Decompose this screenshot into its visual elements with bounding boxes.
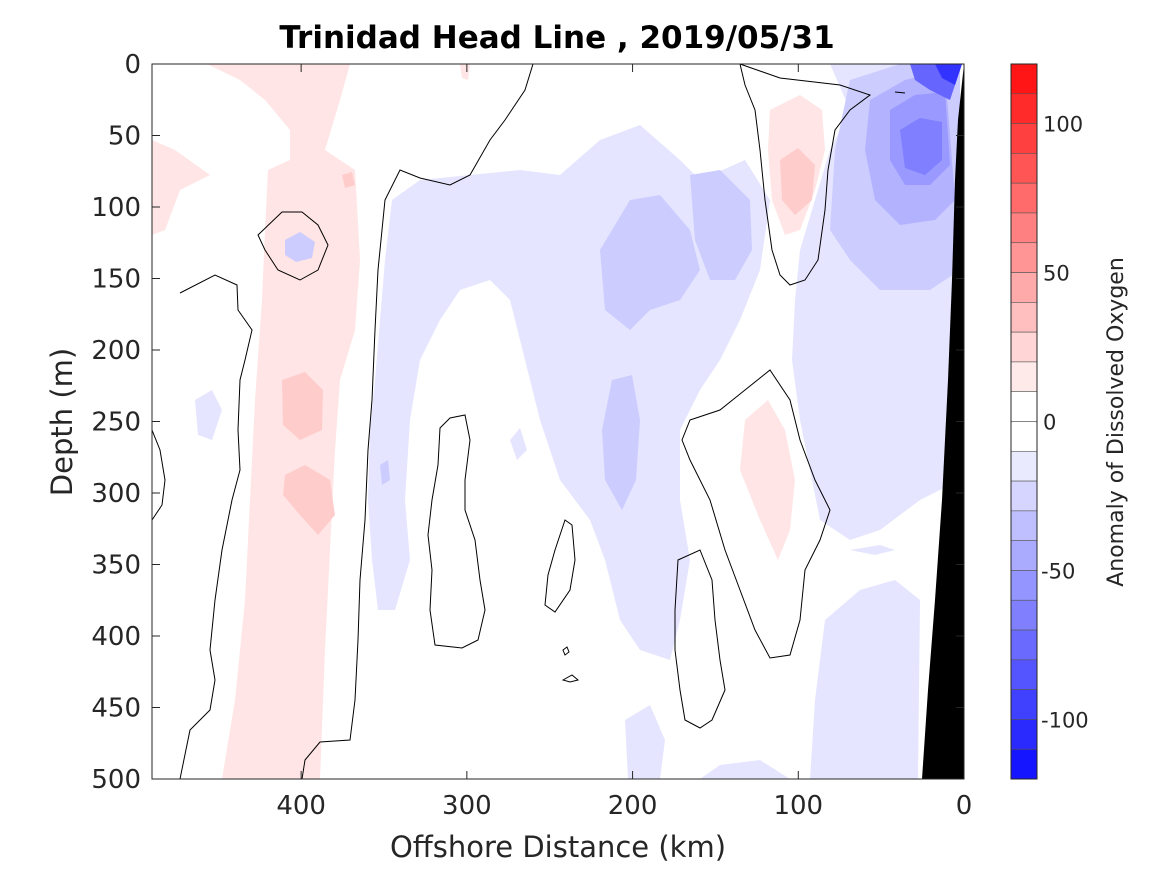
colorbar-segment: [1010, 570, 1038, 601]
y-tick-label: 250: [91, 408, 141, 438]
y-tick-label: 0: [124, 50, 141, 80]
y-tick-label: 350: [91, 551, 141, 581]
colorbar-segment: [1010, 272, 1038, 303]
negative-core-top-east: [900, 118, 942, 175]
contour-loop-tiny2: [561, 674, 580, 683]
land-mask: [922, 64, 964, 779]
negative-mid-east: [690, 170, 752, 280]
contour-band-east: [301, 64, 534, 779]
x-tick-label: 400: [276, 791, 326, 821]
x-tick-label: 100: [773, 791, 823, 821]
positive-core-300: [283, 465, 335, 535]
plot-area: [151, 63, 965, 780]
positive-band-west-blob: [152, 140, 210, 235]
colorbar-segment: [1010, 93, 1038, 124]
colorbar-label: Anomaly of Dissolved Oxygen: [1104, 257, 1129, 587]
contour-loop-tiny: [562, 646, 570, 656]
negative-mid-190: [600, 195, 700, 330]
colorbar-border: [1010, 63, 1038, 780]
negative-blob-tiny-375: [850, 545, 895, 555]
positive-blob-deep: [740, 400, 795, 560]
colorbar-segment: [1010, 361, 1038, 393]
colorbar-segment: [1010, 421, 1038, 452]
contour-loop-small: [544, 519, 576, 613]
colorbar-segment: [1010, 689, 1038, 720]
colorbar-segment: [1010, 629, 1038, 661]
negative-blob-small-270: [510, 428, 527, 460]
colorbar-segment: [1010, 540, 1038, 571]
x-tick-label: 0: [956, 791, 973, 821]
x-tick-label: 300: [442, 791, 492, 821]
y-axis: 0 50 100 150 200 250 300 350 400 450 500: [91, 50, 964, 795]
y-tick-label: 200: [91, 336, 141, 366]
colorbar-segment: [1010, 302, 1038, 333]
negative-surface-core: [935, 64, 962, 85]
colorbar-segment: [1010, 153, 1038, 184]
positive-core-240: [282, 372, 323, 440]
positive-core-east: [780, 148, 815, 215]
colorbar-segment: [1010, 599, 1038, 631]
colorbar-tick-label: -50: [1041, 559, 1075, 583]
colorbar-tick-label: -100: [1041, 708, 1089, 732]
contour-west: [152, 274, 253, 779]
negative-blob-deep-east: [810, 580, 920, 779]
y-tick-label: 450: [91, 694, 141, 724]
negative-blob-455: [195, 390, 222, 440]
x-tick-label: 200: [608, 791, 658, 821]
colorbar: 100 50 0 -50 -100: [1010, 63, 1089, 780]
colorbar-segment: [1010, 331, 1038, 363]
colorbar-tick-label: 100: [1043, 113, 1083, 137]
colorbar-segment: [1010, 242, 1038, 273]
colorbar-segment: [1010, 659, 1038, 690]
y-tick-label: 400: [91, 622, 141, 652]
y-tick-label: 50: [108, 122, 141, 152]
x-axis: 400 300 200 100 0: [276, 64, 972, 821]
positive-blob-small: [342, 172, 355, 188]
contour-loop-east-deep: [681, 369, 831, 659]
negative-blob-west-icon: [380, 460, 390, 485]
negative-mid-deep: [602, 375, 640, 510]
colorbar-segment: [1010, 450, 1038, 482]
negative-blob-bottom: [625, 705, 665, 779]
colorbar-segment: [1010, 719, 1038, 750]
y-tick-label: 150: [91, 265, 141, 295]
contour-dash-top: [894, 91, 906, 94]
zero-contours: [152, 64, 906, 779]
y-tick-label: 500: [91, 765, 141, 795]
colorbar-segment: [1010, 748, 1038, 780]
y-axis-label: Depth (m): [45, 348, 79, 496]
x-axis-label: Offshore Distance (km): [390, 830, 726, 864]
colorbar-segment: [1010, 123, 1038, 154]
contour-east-loop: [739, 64, 872, 286]
negative-blob-405-125: [285, 232, 315, 262]
colorbar-segment: [1010, 182, 1038, 214]
colorbar-segment: [1010, 480, 1038, 512]
colorbar-segment: [1010, 510, 1038, 541]
negative-blob-bottom2: [700, 760, 790, 779]
chart-title: Trinidad Head Line , 2019/05/31: [279, 20, 834, 56]
y-tick-label: 100: [91, 193, 141, 223]
colorbar-segment: [1010, 63, 1038, 95]
anomaly-fields: [152, 64, 962, 779]
colorbar-segment: [1010, 212, 1038, 244]
positive-blob-upper-left: [460, 64, 470, 80]
contour-ring-125: [257, 211, 329, 281]
colorbar-tick-label: 0: [1043, 411, 1056, 435]
colorbar-tick-label: 50: [1043, 262, 1070, 286]
contour-loop-deep: [674, 549, 726, 729]
colorbar-segment: [1010, 391, 1038, 422]
y-tick-label: 300: [91, 479, 141, 509]
contour-loop-mid: [427, 414, 486, 649]
